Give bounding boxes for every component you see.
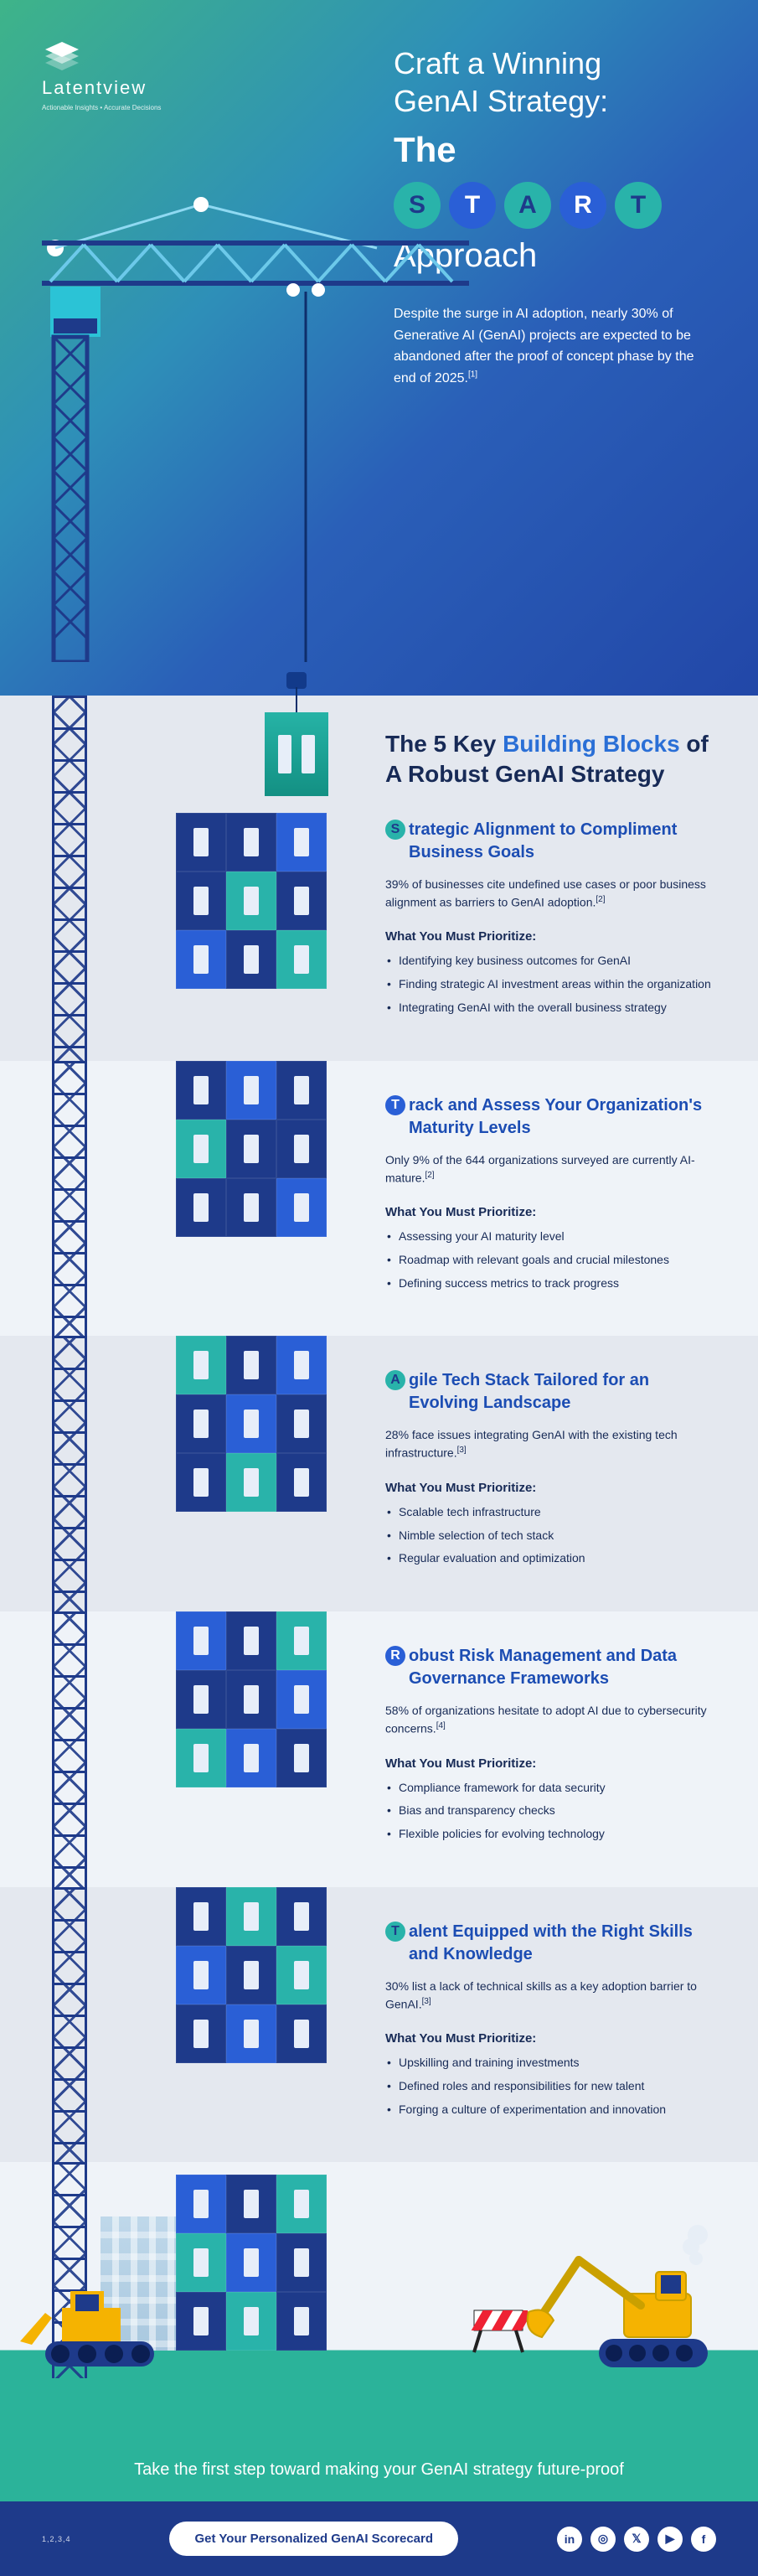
priority-item: Bias and transparency checks (385, 1802, 716, 1820)
illustration-column (0, 1887, 377, 2163)
block-stat: 39% of businesses cite undefined use cas… (385, 876, 716, 912)
content-section: T rack and Assess Your Organization's Ma… (0, 1061, 758, 1337)
text-column: T alent Equipped with the Right Skills a… (377, 1887, 758, 2163)
social-links: in ◎ 𝕏 ▶ f (557, 2527, 716, 2552)
illustration-column (0, 1611, 377, 1887)
letter-badge: A (385, 1370, 405, 1390)
illustration-column (0, 1061, 377, 1337)
letter-badge: S (385, 820, 405, 840)
letter-badge: T (385, 1095, 405, 1115)
priority-list: Identifying key business outcomes for Ge… (385, 952, 716, 1016)
excavator-icon (498, 2222, 716, 2389)
start-letter: R (559, 182, 606, 229)
crane-cable (296, 687, 297, 712)
block-stat: Only 9% of the 644 organizations surveye… (385, 1151, 716, 1187)
prioritize-heading: What You Must Prioritize: (385, 1205, 716, 1219)
priority-item: Identifying key business outcomes for Ge… (385, 952, 716, 970)
brand-tagline: Actionable Insights • Accurate Decisions (42, 104, 161, 111)
crane-illustration (17, 193, 553, 662)
block-title-text: gile Tech Stack Tailored for an Evolving… (409, 1369, 716, 1415)
block-title-text: rack and Assess Your Organization's Matu… (409, 1094, 716, 1140)
prioritize-heading: What You Must Prioritize: (385, 1481, 716, 1495)
title-line-1: Craft a Winning (394, 44, 716, 82)
letter-badge: R (385, 1646, 405, 1666)
crane-tower (52, 1336, 87, 1611)
priority-list: Scalable tech infrastructure Nimble selec… (385, 1503, 716, 1568)
hero: Latentview Actionable Insights • Accurat… (0, 0, 758, 696)
crane-hook (286, 672, 307, 689)
priority-item: Defining success metrics to track progre… (385, 1275, 716, 1293)
bulldozer-icon (12, 2283, 179, 2383)
crane-tower (52, 1611, 87, 1887)
start-letter: T (615, 182, 662, 229)
x-icon[interactable]: 𝕏 (624, 2527, 649, 2552)
content-section: The 5 Key Building Blocks of A Robust Ge… (0, 696, 758, 1061)
crane-tower (52, 1887, 87, 2163)
priority-list: Upskilling and training investments Defin… (385, 2054, 716, 2118)
priority-item: Scalable tech infrastructure (385, 1503, 716, 1522)
priority-item: Finding strategic AI investment areas wi… (385, 975, 716, 994)
priority-list: Assessing your AI maturity level Roadmap … (385, 1228, 716, 1292)
linkedin-icon[interactable]: in (557, 2527, 582, 2552)
illustration-column (0, 696, 377, 1061)
block-title: T rack and Assess Your Organization's Ma… (385, 1094, 716, 1140)
block-title: A gile Tech Stack Tailored for an Evolvi… (385, 1369, 716, 1415)
building-segment (176, 813, 327, 989)
prioritize-heading: What You Must Prioritize: (385, 2031, 716, 2046)
priority-item: Defined roles and responsibilities for n… (385, 2077, 716, 2096)
prioritize-heading: What You Must Prioritize: (385, 929, 716, 944)
brand-name: Latentview (42, 77, 147, 99)
priority-list: Compliance framework for data security Bi… (385, 1779, 716, 1844)
building-segment (176, 1061, 327, 1237)
block-stat: 28% face issues integrating GenAI with t… (385, 1426, 716, 1462)
references-label: 1,2,3,4 (42, 2535, 71, 2543)
title-the: The (394, 130, 716, 170)
block-title-text: obust Risk Management and Data Governanc… (409, 1645, 716, 1690)
logo-icon (42, 42, 82, 72)
priority-item: Regular evaluation and optimization (385, 1549, 716, 1568)
block-title-text: alent Equipped with the Right Skills and… (409, 1921, 716, 1966)
illustration-column (0, 1336, 377, 1611)
youtube-icon[interactable]: ▶ (657, 2527, 683, 2552)
priority-item: Upskilling and training investments (385, 2054, 716, 2072)
block-stat: 58% of organizations hesitate to adopt A… (385, 1702, 716, 1738)
scorecard-button[interactable]: Get Your Personalized GenAI Scorecard (169, 2522, 458, 2556)
block-title: R obust Risk Management and Data Governa… (385, 1645, 716, 1690)
section-heading: The 5 Key Building Blocks of A Robust Ge… (385, 729, 716, 790)
building-segment (176, 1611, 327, 1787)
priority-item: Integrating GenAI with the overall busin… (385, 999, 716, 1017)
content-section: R obust Risk Management and Data Governa… (0, 1611, 758, 1887)
hanging-block (265, 712, 328, 796)
priority-item: Compliance framework for data security (385, 1779, 716, 1798)
priority-item: Nimble selection of tech stack (385, 1527, 716, 1545)
content-section: T alent Equipped with the Right Skills a… (0, 1887, 758, 2163)
construction-scene (0, 2162, 758, 2439)
crane-tower (52, 696, 87, 1061)
building-segment (176, 1887, 327, 2063)
prioritize-heading: What You Must Prioritize: (385, 1756, 716, 1771)
block-title: T alent Equipped with the Right Skills a… (385, 1921, 716, 1966)
block-stat: 30% list a lack of technical skills as a… (385, 1978, 716, 2014)
building-segment (176, 1336, 327, 1512)
text-column: T rack and Assess Your Organization's Ma… (377, 1061, 758, 1337)
crane-tower (52, 1061, 87, 1337)
instagram-icon[interactable]: ◎ (590, 2527, 616, 2552)
cta-headline: Take the first step toward making your G… (0, 2439, 758, 2501)
text-column: R obust Risk Management and Data Governa… (377, 1611, 758, 1887)
letter-badge: T (385, 1922, 405, 1942)
block-title-text: trategic Alignment to Compliment Busines… (409, 819, 716, 864)
priority-item: Roadmap with relevant goals and crucial … (385, 1251, 716, 1270)
priority-item: Forging a culture of experimentation and… (385, 2101, 716, 2119)
text-column: The 5 Key Building Blocks of A Robust Ge… (377, 696, 758, 1061)
content-section: A gile Tech Stack Tailored for an Evolvi… (0, 1336, 758, 1611)
facebook-icon[interactable]: f (691, 2527, 716, 2552)
title-line-2: GenAI Strategy: (394, 82, 716, 120)
text-column: A gile Tech Stack Tailored for an Evolvi… (377, 1336, 758, 1611)
footer-bar: 1,2,3,4 Get Your Personalized GenAI Scor… (0, 2501, 758, 2576)
block-title: S trategic Alignment to Compliment Busin… (385, 819, 716, 864)
priority-item: Assessing your AI maturity level (385, 1228, 716, 1246)
priority-item: Flexible policies for evolving technolog… (385, 1825, 716, 1844)
